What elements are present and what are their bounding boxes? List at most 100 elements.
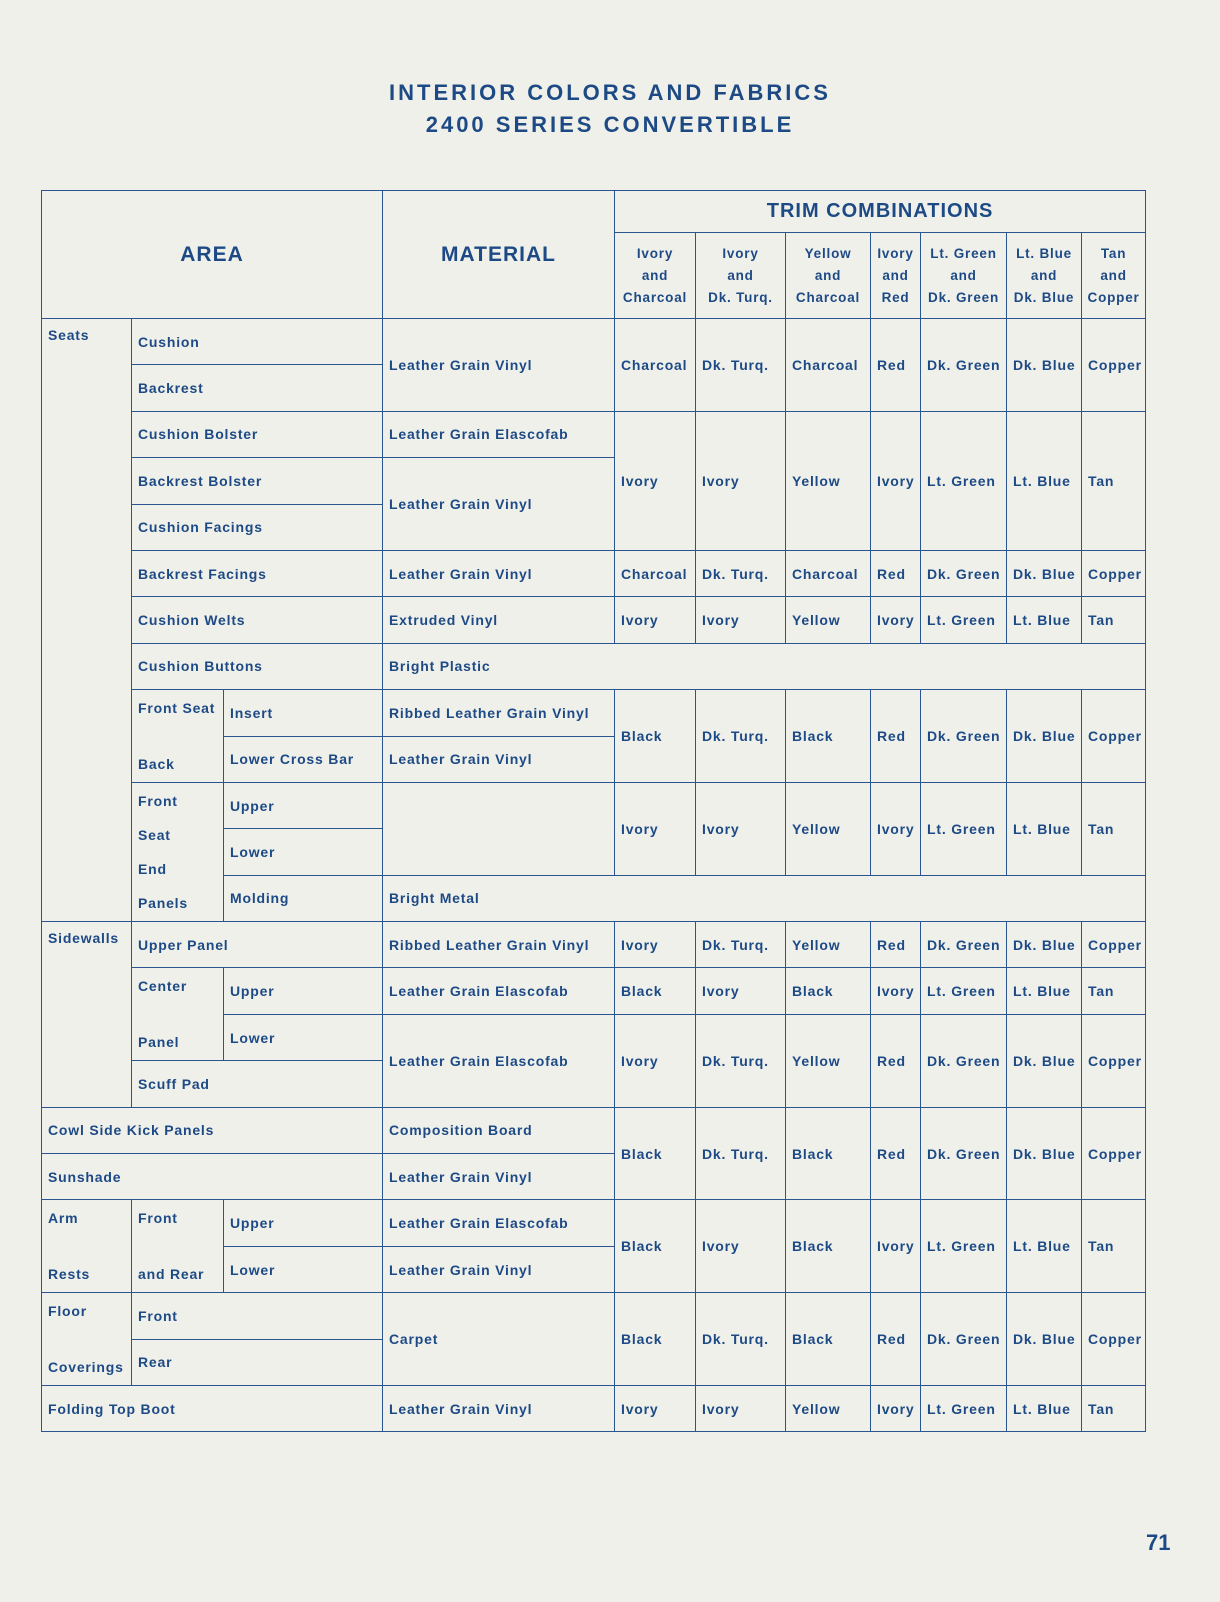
table-cell: Upper [222, 1199, 384, 1247]
table-cell: Cushion [130, 317, 384, 366]
table-cell: Front [130, 1292, 384, 1340]
trim-combination-header: Ivory and Dk. Turq. [695, 232, 787, 319]
header-line: and [727, 267, 754, 283]
table-row: Backrest Facings Leather Grain Vinyl Charc… [42, 549, 1147, 598]
table-cell: Cushion Welts [130, 596, 384, 644]
table-cell: Copper [1081, 921, 1147, 969]
table-cell: Copper [1081, 549, 1147, 598]
table-cell: Ivory [870, 596, 922, 644]
table-cell: Lt. Blue [1006, 596, 1083, 644]
table-cell: Tan [1081, 1384, 1147, 1433]
table-cell: Charcoal [785, 318, 872, 412]
cell-lines: Front Seat End Panels [138, 793, 217, 911]
table-cell: Charcoal [614, 549, 697, 598]
trim-combination-header: Tan and Copper [1081, 232, 1147, 319]
table-cell: Charcoal [614, 318, 697, 412]
table-row: Seats Cushion Leather Grain Vinyl Charcoal D… [41, 317, 1147, 923]
cell-lines: Front Seat Back [138, 700, 217, 772]
table-cell: Dk. Turq. [695, 318, 787, 412]
table-cell: Cushion Facings [130, 503, 384, 551]
table-cell: Red [870, 1292, 922, 1386]
header-line: Ivory [636, 245, 674, 261]
table-cell: Leather Grain Vinyl [382, 457, 616, 551]
table-cell: Copper [1081, 689, 1147, 783]
table-cell: Ivory [695, 596, 787, 644]
header-line: and [814, 267, 842, 283]
table-cell: Yellow [785, 1013, 872, 1108]
table-cell: Leather Grain Vinyl [382, 318, 616, 412]
header-line: Lt. Green [930, 245, 997, 261]
table-cell: Composition Board [382, 1106, 616, 1155]
table-cell: Red [870, 921, 922, 969]
table-cell: Tan [1081, 1199, 1147, 1294]
table-cell: Dk. Turq. [695, 1292, 787, 1386]
table-cell: Black [614, 967, 697, 1015]
table-cell: Lt. Blue [1006, 1384, 1083, 1433]
table-cell: Ivory [870, 1199, 922, 1294]
table-cell: Red [870, 1013, 922, 1108]
table-cell: Dk. Blue [1006, 689, 1083, 783]
table-cell: Rear [130, 1338, 384, 1386]
table-cell: Red [870, 549, 922, 598]
header-line: Charcoal [795, 289, 861, 305]
header-line: Dk. Green [928, 289, 999, 305]
table-cell: Lt. Green [920, 1199, 1008, 1294]
table-row: Molding Bright Metal [42, 874, 1147, 923]
cell-lines: Floor Coverings [48, 1303, 125, 1375]
table-cell: Ivory [695, 410, 787, 551]
table-cell: Ivory [870, 781, 922, 876]
table-cell: Leather Grain Vinyl [382, 549, 616, 598]
trim-combination-header: Ivory and Red [870, 232, 922, 319]
table-cell: Copper [1081, 318, 1147, 412]
table-cell: Front and Rear [131, 1199, 224, 1294]
table-cell: Upper Panel [130, 921, 384, 969]
table-row: Lower [42, 828, 1146, 876]
cell-lines: Center Panel [138, 978, 217, 1050]
header-line: Ivory [877, 245, 914, 261]
table-cell: Dk. Blue [1006, 1106, 1083, 1201]
table-cell: Lt. Green [920, 596, 1008, 644]
page-subtitle: 2400 SERIES CONVERTIBLE [425, 112, 795, 137]
table-row: Backrest [42, 364, 1146, 412]
table-cell: Dk. Blue [1006, 1292, 1083, 1386]
table-cell: Lower [222, 828, 384, 876]
table-cell: Leather Grain Elascofab [382, 967, 616, 1015]
table-cell: Leather Grain Elascofab [382, 1199, 616, 1247]
table-row: Arm Rests Front and Rear Upper Leather Grain … [41, 1199, 1147, 1294]
table-cell: Sunshade [40, 1153, 384, 1201]
table-cell: Extruded Vinyl [382, 596, 616, 644]
cell-line: Panels [138, 895, 188, 912]
table-cell: Ivory [695, 1199, 787, 1294]
table-cell: Leather Grain Elascofab [382, 410, 616, 459]
cell-line: Coverings [48, 1358, 124, 1375]
table-cell: Dk. Green [920, 921, 1008, 969]
table-cell: Bright Metal [382, 874, 1147, 923]
table-cell: Leather Grain Elascofab [382, 1013, 616, 1108]
table-cell: Ivory [870, 1384, 922, 1433]
trim-combination-header: Yellow and Charcoal [785, 232, 872, 319]
table-row: Sunshade Leather Grain Vinyl [40, 1153, 1146, 1201]
trim-combination-header: Lt. Blue and Dk. Blue [1006, 232, 1083, 319]
table-cell: Tan [1081, 596, 1147, 644]
header-line: Charcoal [622, 289, 688, 305]
table-cell: Yellow [785, 410, 872, 551]
table-cell: Dk. Green [920, 1292, 1008, 1386]
table-cell: Black [785, 1292, 872, 1386]
cell-line: Front Seat [138, 700, 216, 717]
cell-lines: Front and Rear [138, 1210, 217, 1282]
table-cell: Yellow [785, 1384, 872, 1433]
table-cell: Dk. Blue [1006, 318, 1083, 412]
table-cell: Carpet [382, 1292, 616, 1386]
table-cell: Black [614, 1199, 697, 1294]
trim-combination-header: Lt. Green and Dk. Green [920, 232, 1008, 319]
table-cell: Lt. Green [920, 1384, 1008, 1433]
table-cell: Dk. Turq. [695, 1013, 787, 1108]
table-cell: Molding [222, 874, 384, 923]
table-cell: Black [614, 689, 697, 783]
table-cell: Dk. Turq. [695, 921, 787, 969]
table-row: Backrest Bolster Leather Grain Vinyl [42, 457, 1146, 551]
table-cell: Tan [1081, 410, 1147, 551]
cell-line: Center [138, 978, 188, 995]
table-cell: Lt. Blue [1006, 781, 1083, 876]
